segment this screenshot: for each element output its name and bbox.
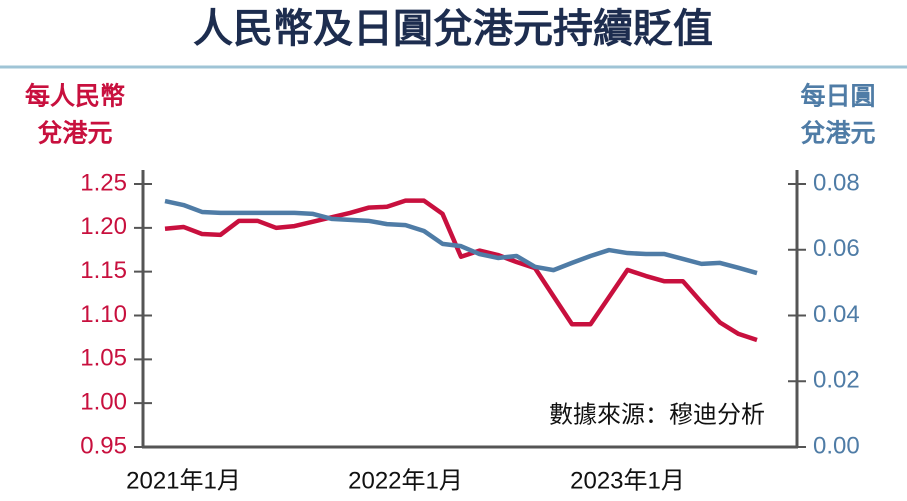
- line-series: [164, 198, 758, 343]
- y-tick-label: 1.15: [80, 257, 127, 284]
- y-tick-label: 1.00: [80, 389, 127, 416]
- y-tick-label: 0.95: [80, 432, 127, 459]
- source-note: 數據來源：穆迪分析: [549, 401, 765, 429]
- x-tick-label: 2022年1月: [348, 467, 463, 494]
- y2-tick-label: 0.02: [813, 367, 860, 394]
- y-tick-label: 1.05: [80, 345, 127, 372]
- y2-axis-label: 兌港元: [800, 119, 875, 148]
- y2-tick-label: 0.08: [813, 169, 860, 196]
- y-tick-label: 1.10: [80, 301, 127, 328]
- y2-tick-label: 0.00: [813, 432, 860, 459]
- y2-axis-label: 每日圓: [800, 82, 875, 111]
- line-series: [164, 198, 758, 276]
- chart-title: 人民幣及日圓兌港元持續貶值: [193, 5, 713, 52]
- x-tick-label: 2023年1月: [570, 467, 685, 494]
- y2-tick-label: 0.04: [813, 301, 860, 328]
- y2-tick-label: 0.06: [813, 235, 860, 262]
- y-tick-label: 1.20: [80, 213, 127, 240]
- y-axis-label: 每人民幣: [25, 82, 125, 111]
- y-tick-label: 1.25: [80, 169, 127, 196]
- x-tick-label: 2021年1月: [126, 467, 241, 494]
- y-axis-label: 兌港元: [37, 119, 112, 148]
